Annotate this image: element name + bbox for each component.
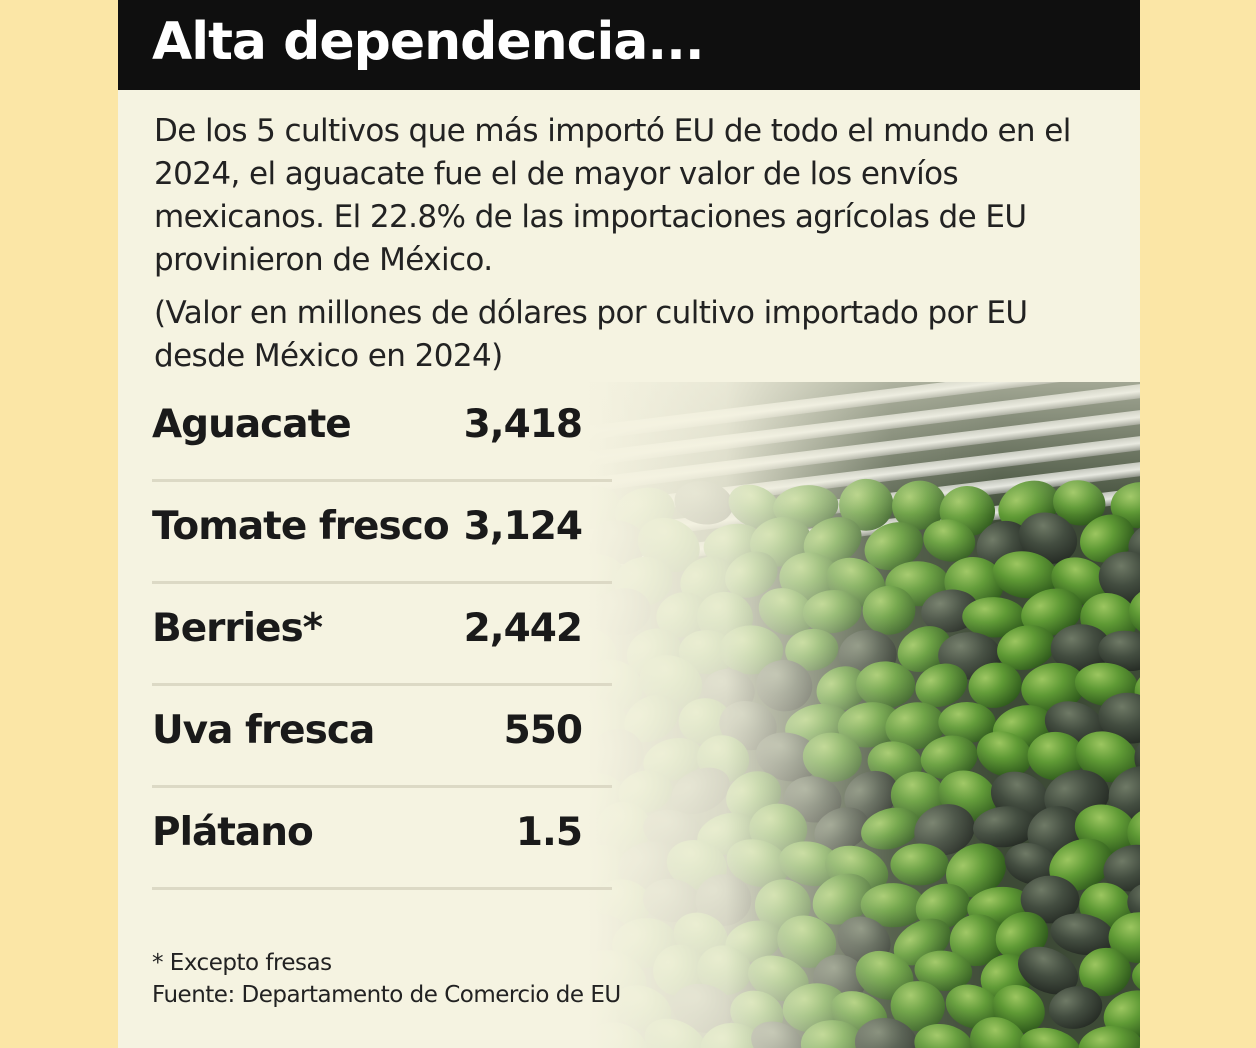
crop-value: 1.5	[515, 810, 583, 855]
page-title: Alta dependencia...	[152, 12, 705, 72]
table-row: Plátano 1.5	[152, 788, 612, 890]
crop-label: Aguacate	[152, 402, 352, 447]
table-row: Tomate fresco 3,124	[152, 482, 612, 584]
table-row: Uva fresca 550	[152, 686, 612, 788]
crop-value: 2,442	[463, 606, 583, 651]
avocado-pile-photo	[588, 382, 1140, 1048]
source-note: Fuente: Departamento de Comercio de EU	[152, 982, 621, 1008]
crop-value: 550	[503, 708, 583, 753]
intro-text: De los 5 cultivos que más importó EU de …	[154, 113, 1071, 278]
crop-value: 3,124	[463, 504, 583, 549]
unit-note: (Valor en millones de dólares por cultiv…	[154, 295, 1028, 374]
table-row: Berries* 2,442	[152, 584, 612, 686]
crop-label: Uva fresca	[152, 708, 375, 753]
table-row: Aguacate 3,418	[152, 380, 612, 482]
crop-value: 3,418	[463, 402, 583, 447]
crop-table: Aguacate 3,418 Tomate fresco 3,124 Berries* 2…	[152, 380, 612, 890]
crop-label: Tomate fresco	[152, 504, 450, 549]
title-bar: Alta dependencia...	[118, 0, 1140, 90]
crop-label: Berries*	[152, 606, 323, 651]
infographic-card: Alta dependencia... De los 5 cultivos qu…	[118, 0, 1140, 1048]
footnote: * Excepto fresas	[152, 950, 332, 976]
crop-label: Plátano	[152, 810, 314, 855]
